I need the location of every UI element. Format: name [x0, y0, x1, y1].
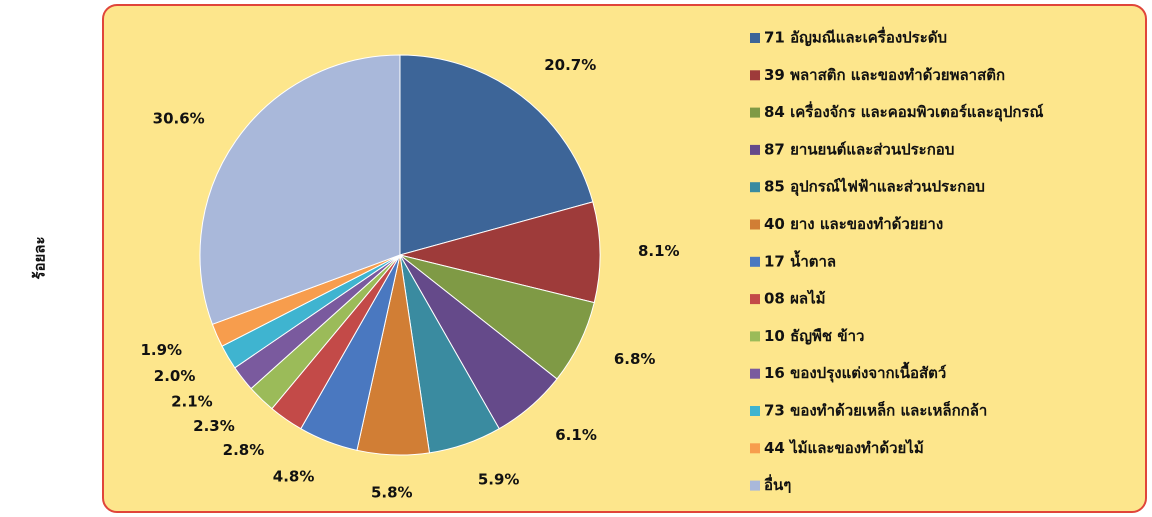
data-label: 5.9%	[478, 470, 520, 488]
data-label: 2.8%	[223, 441, 265, 459]
data-label: 8.1%	[638, 242, 680, 260]
legend-swatch	[750, 443, 760, 454]
legend-label: 84 เครื่องจักร และคอมพิวเตอร์และอุปกรณ์	[764, 101, 1043, 122]
legend-label: อื่นๆ	[764, 474, 791, 494]
data-label: 2.3%	[193, 417, 235, 435]
legend-swatch	[750, 70, 760, 81]
pie-slice	[398, 201, 601, 304]
legend-swatch	[750, 182, 760, 193]
legend-swatch	[750, 219, 760, 230]
legend-swatch	[750, 406, 760, 416]
legend-swatch	[750, 368, 760, 379]
data-label: 6.1%	[555, 426, 597, 444]
legend-swatch	[750, 480, 760, 491]
legend-swatch	[750, 256, 760, 267]
legend-label: 08 ผลไม้	[764, 289, 826, 308]
data-label: 5.8%	[371, 483, 413, 501]
y-axis-label: ร้อยละ	[31, 236, 49, 279]
legend-swatch	[750, 107, 760, 118]
legend-label: 87 ยานยนต์และส่วนประกอบ	[764, 140, 954, 158]
legend-label: 44 ไม้และของทำด้วยไม้	[764, 438, 924, 457]
legend-label: 71 อัญมณีและเครื่องประดับ	[764, 27, 947, 47]
legend-label: 85 อุปกรณ์ไฟฟ้าและส่วนประกอบ	[764, 177, 985, 197]
data-label: 1.9%	[140, 341, 182, 359]
legend-label: 10 ธัญพืช ข้าว	[764, 327, 864, 345]
legend-label: 16 ของปรุงแต่งจากเนื้อสัตว์	[764, 361, 946, 383]
legend-swatch	[750, 33, 760, 43]
data-label: 6.8%	[614, 350, 656, 368]
pie-slice	[399, 54, 594, 256]
legend-label: 17 น้ำตาล	[764, 249, 836, 270]
data-label: 2.0%	[154, 367, 196, 385]
legend-swatch	[750, 294, 760, 305]
legend-label: 73 ของทำด้วยเหล็ก และเหล็กกล้า	[764, 401, 987, 420]
legend-label: 39 พลาสติก และของทำด้วยพลาสติก	[764, 66, 1005, 84]
data-label: 30.6%	[153, 109, 205, 127]
data-label: 4.8%	[273, 468, 315, 486]
legend-swatch	[750, 144, 760, 155]
legend-swatch	[750, 331, 760, 342]
legend-label: 40 ยาง และของทำด้วยยาง	[764, 215, 943, 233]
data-label: 2.1%	[171, 392, 213, 410]
pie-slice	[199, 54, 401, 325]
data-label: 20.7%	[544, 56, 596, 74]
